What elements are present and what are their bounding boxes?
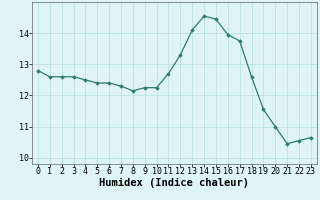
X-axis label: Humidex (Indice chaleur): Humidex (Indice chaleur) [100,178,249,188]
